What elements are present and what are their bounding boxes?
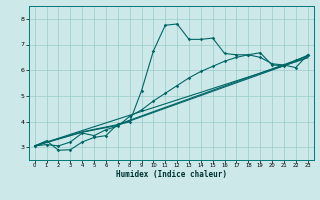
X-axis label: Humidex (Indice chaleur): Humidex (Indice chaleur) xyxy=(116,170,227,179)
